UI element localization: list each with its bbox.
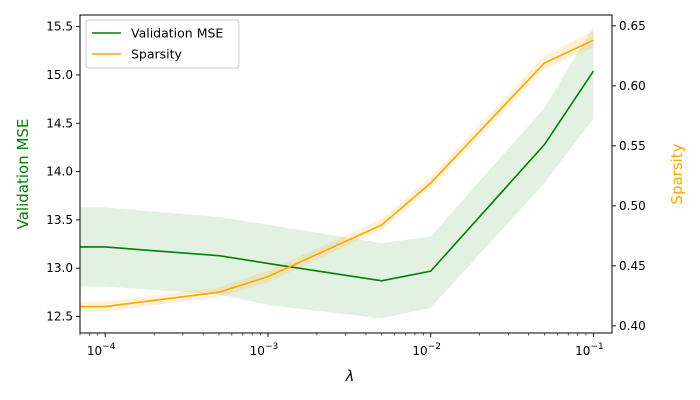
sparsity-confidence-band (80, 30, 594, 312)
confidence-bands (80, 26, 594, 319)
right-y-tick-label: 0.50 (619, 199, 646, 213)
plot-frame (79, 14, 613, 334)
validation-mse-line (80, 70, 595, 282)
left-y-tick-label: 15.5 (46, 20, 73, 34)
right-y-tick-label: 0.55 (619, 139, 646, 153)
right-y-tick-label: 0.60 (619, 79, 646, 93)
left-y-tick-label: 13.5 (46, 213, 73, 227)
legend-label-validation-mse: Validation MSE (131, 26, 223, 41)
right-y-axis-label: Sparsity (668, 143, 686, 204)
left-y-tick-label: 13.0 (46, 261, 73, 275)
series-lines (80, 39, 595, 308)
validation-mse-confidence-band (80, 26, 594, 319)
sparsity-line (80, 39, 594, 308)
legend-box (85, 19, 240, 69)
left-y-tick-label: 14.5 (46, 116, 73, 130)
left-y-tick-label: 12.5 (46, 310, 73, 324)
right-y-tick-label: 0.45 (619, 259, 646, 273)
x-axis-label: λ (345, 367, 355, 385)
right-y-tick-label: 0.65 (619, 19, 646, 33)
left-y-tick-label: 14.0 (46, 165, 73, 179)
legend: Validation MSE Sparsity (85, 19, 240, 69)
legend-label-sparsity: Sparsity (131, 47, 183, 62)
right-y-axis-ticks: 0.40 0.45 0.50 0.55 0.60 0.65 (612, 19, 646, 333)
left-y-tick-label: 15.0 (46, 68, 73, 82)
left-y-axis-label: Validation MSE (14, 119, 32, 230)
left-y-axis-ticks: 12.5 13.0 13.5 14.0 14.5 15.0 15.5 (46, 20, 80, 324)
right-y-tick-label: 0.40 (619, 319, 646, 333)
